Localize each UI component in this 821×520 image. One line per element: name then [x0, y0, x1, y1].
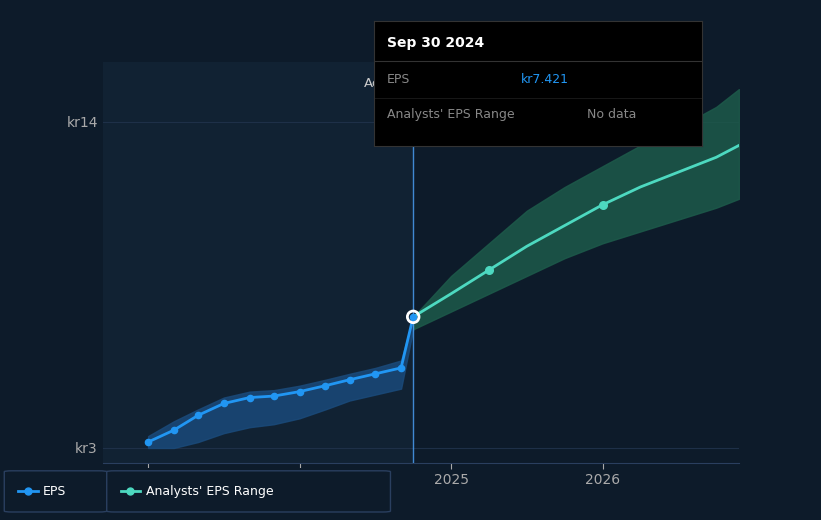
Text: EPS: EPS: [387, 73, 410, 86]
Point: [218, 399, 231, 408]
Text: Actual: Actual: [364, 77, 406, 90]
Point: [406, 313, 420, 321]
Point: [167, 426, 181, 434]
Text: Analysts' EPS Range: Analysts' EPS Range: [146, 485, 273, 498]
Point: [483, 266, 496, 274]
Point: [406, 313, 420, 321]
FancyBboxPatch shape: [4, 471, 107, 512]
FancyBboxPatch shape: [107, 471, 391, 512]
Point: [141, 438, 154, 446]
Point: [243, 394, 256, 402]
Bar: [103, 62, 413, 463]
Text: Sep 30 2024: Sep 30 2024: [387, 36, 484, 50]
Point: [191, 411, 204, 420]
Text: Analysts' EPS Range: Analysts' EPS Range: [387, 108, 514, 121]
Point: [293, 387, 306, 396]
Point: [395, 363, 408, 372]
Point: [319, 382, 332, 390]
Text: No data: No data: [587, 108, 636, 121]
Point: [369, 370, 382, 378]
Text: kr7.421: kr7.421: [521, 73, 569, 86]
Point: [268, 392, 281, 400]
Text: Analysts Forecasts: Analysts Forecasts: [421, 77, 544, 90]
Point: [343, 375, 356, 384]
Point: [596, 201, 609, 209]
Text: EPS: EPS: [43, 485, 67, 498]
